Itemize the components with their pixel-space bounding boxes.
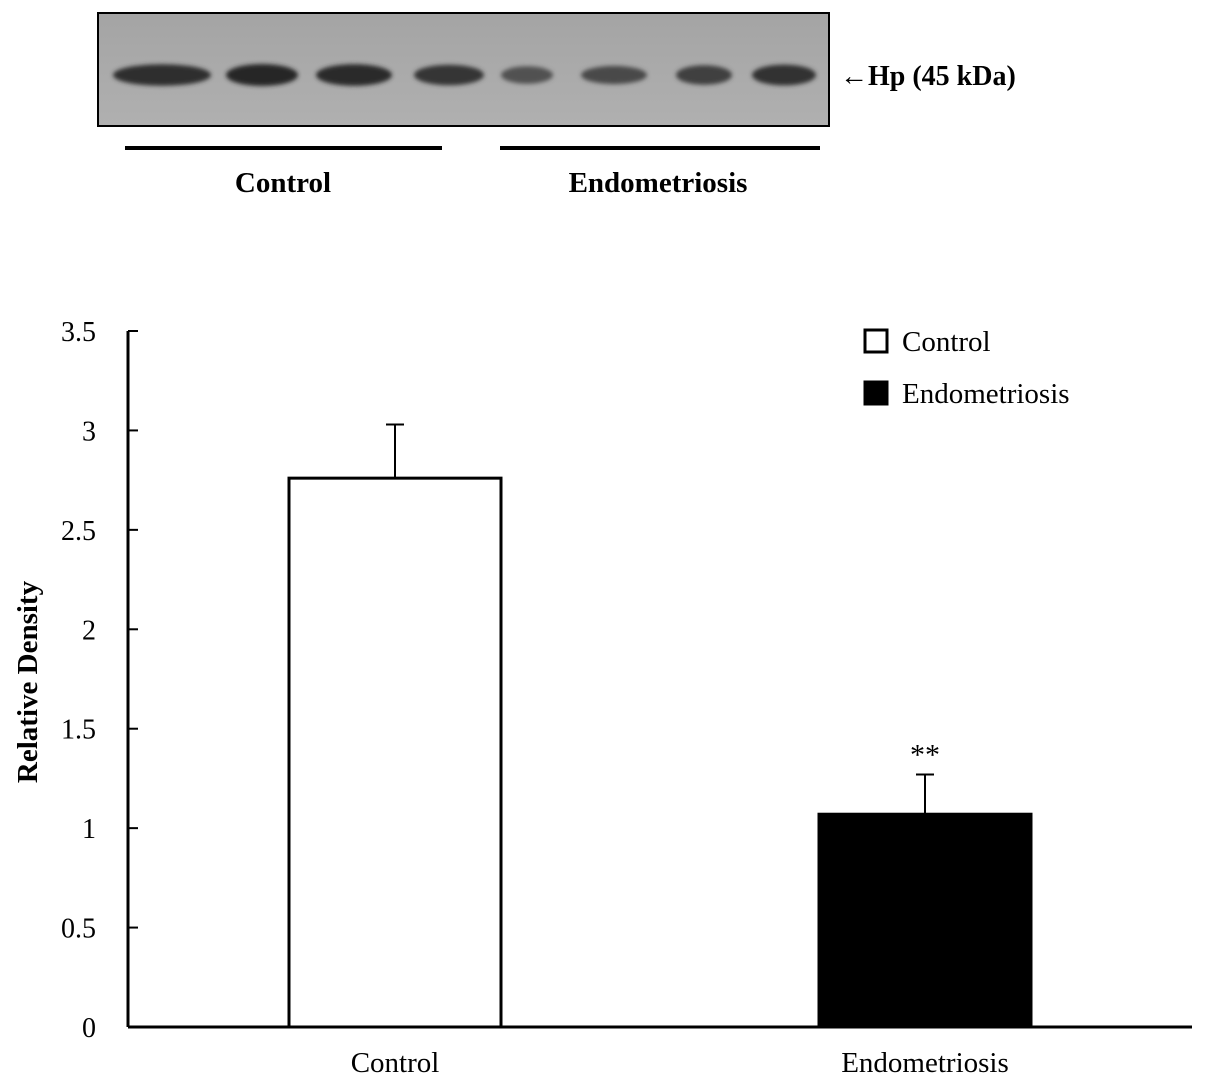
blot-band-group [113, 64, 816, 86]
x-tick-label: Endometriosis [841, 1047, 1009, 1079]
x-tick-label: Control [351, 1047, 440, 1079]
blot-band [226, 64, 298, 86]
blot-band [501, 66, 553, 84]
legend-swatch [863, 380, 889, 406]
blot-band [752, 64, 816, 86]
y-tick-label: 3.5 [61, 317, 96, 348]
y-tick-label: 2 [82, 615, 96, 646]
band-label: ←Hp (45 kDa) [840, 61, 1016, 92]
y-tick-label: 2.5 [61, 516, 96, 547]
blot-band [581, 65, 647, 85]
legend-swatch [863, 328, 889, 354]
bar [817, 812, 1033, 1029]
blot-band [676, 65, 732, 85]
y-axis-label: Relative Density [12, 580, 44, 783]
western-blot-panel: ←Hp (45 kDa) Control Endometriosis [97, 12, 1016, 199]
y-tick-label: 0 [82, 1013, 96, 1044]
bar [287, 476, 503, 1029]
y-tick-label: 0.5 [61, 914, 96, 945]
significance-annotation: ** [910, 738, 940, 771]
y-tick-label: 1.5 [61, 715, 96, 746]
blot-group-label-endometriosis: Endometriosis [569, 167, 748, 199]
legend-label: Control [902, 326, 991, 358]
y-tick-label: 3 [82, 416, 96, 447]
blot-band [414, 64, 484, 86]
y-tick-label: 1 [82, 814, 96, 845]
blot-group-label-control: Control [235, 167, 331, 199]
blot-band [316, 64, 392, 86]
legend-label: Endometriosis [902, 378, 1070, 410]
blot-band [113, 64, 211, 86]
